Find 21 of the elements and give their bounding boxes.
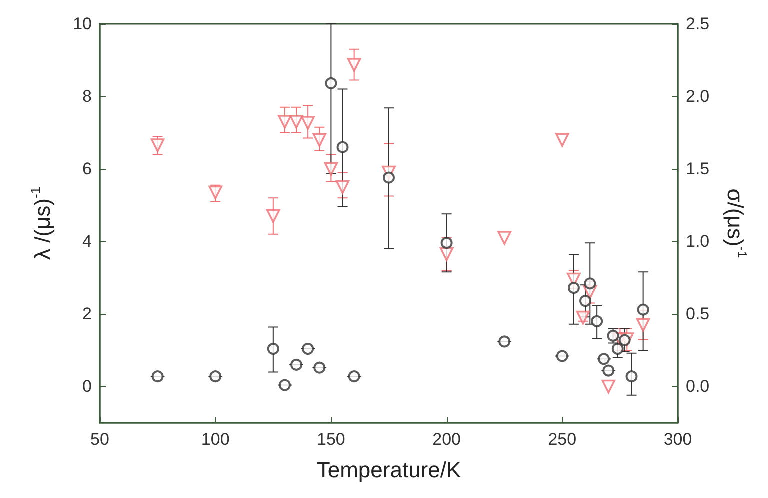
y-tick-label: 2 bbox=[82, 304, 92, 324]
y-tick-label: 8 bbox=[82, 87, 92, 106]
y-tick-label: 4 bbox=[82, 232, 92, 252]
y-tick-label: 10 bbox=[73, 14, 92, 34]
y2-tick-label: 1.5 bbox=[686, 160, 710, 179]
y-axis-title: λ /(μs)-1 bbox=[28, 186, 55, 260]
x-tick-label: 200 bbox=[432, 430, 461, 449]
x-tick-label: 150 bbox=[317, 430, 346, 449]
y2-axis-title: σ/(μs)-1 bbox=[723, 188, 750, 258]
y-tick-label: 0 bbox=[82, 377, 92, 396]
x-axis-title: Temperature/K bbox=[316, 458, 462, 482]
x-tick-label: 50 bbox=[90, 430, 110, 449]
y2-tick-label: 0.0 bbox=[686, 377, 710, 396]
y2-tick-label: 1.0 bbox=[686, 232, 710, 252]
y2-tick-label: 2.0 bbox=[686, 87, 710, 106]
y2-tick-label: 2.5 bbox=[686, 14, 710, 34]
y2-tick-label: 0.5 bbox=[686, 304, 710, 324]
x-tick-label: 300 bbox=[664, 430, 692, 449]
x-tick-label: 250 bbox=[548, 430, 577, 449]
y-tick-label: 6 bbox=[82, 160, 92, 179]
x-tick-label: 100 bbox=[201, 430, 230, 449]
